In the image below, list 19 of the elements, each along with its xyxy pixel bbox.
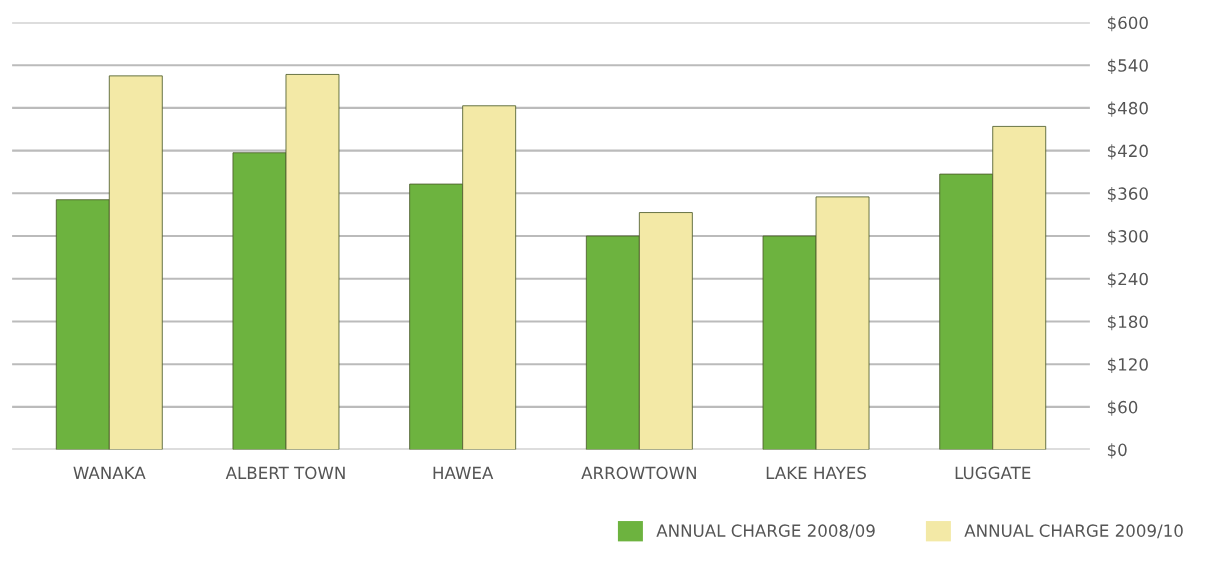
y-tick-label: $600 (1107, 16, 1148, 32)
legend-label: ANNUAL CHARGE 2009/10 (964, 524, 1183, 539)
x-tick-label: ALBERT TOWN (225, 466, 345, 480)
x-tick-label: HAWEA (433, 466, 494, 479)
x-tick-label: LUGGATE (955, 466, 1031, 480)
y-tick-label: $60 (1107, 400, 1138, 416)
y-tick-label: $300 (1107, 229, 1148, 245)
y-tick-label: $120 (1107, 357, 1148, 373)
legend-label: ANNUAL CHARGE 2008/09 (656, 524, 875, 539)
x-tick-label: WANAKA (73, 466, 146, 479)
y-tick-label: $420 (1107, 144, 1148, 160)
y-tick-label: $360 (1107, 187, 1148, 203)
x-tick-label: LAKE HAYES (766, 466, 866, 480)
y-tick-label: $480 (1107, 101, 1148, 117)
y-tick-label: $0 (1107, 443, 1127, 459)
y-tick-label: $180 (1107, 315, 1148, 331)
y-tick-label: $540 (1107, 58, 1148, 74)
x-tick-label: ARROWTOWN (581, 466, 696, 480)
y-tick-label: $240 (1107, 272, 1148, 288)
